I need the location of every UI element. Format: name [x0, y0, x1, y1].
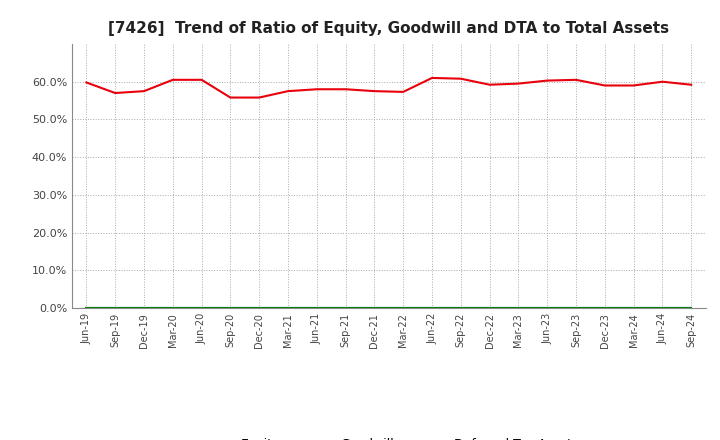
Deferred Tax Assets [226, 305, 235, 311]
Deferred Tax Assets [341, 305, 350, 311]
Title: [7426]  Trend of Ratio of Equity, Goodwill and DTA to Total Assets: [7426] Trend of Ratio of Equity, Goodwil… [108, 21, 670, 36]
Deferred Tax Assets [572, 305, 580, 311]
Goodwill [82, 305, 91, 311]
Goodwill [687, 305, 696, 311]
Equity [658, 79, 667, 84]
Deferred Tax Assets [687, 305, 696, 311]
Deferred Tax Assets [456, 305, 465, 311]
Deferred Tax Assets [197, 305, 206, 311]
Deferred Tax Assets [312, 305, 321, 311]
Equity [284, 88, 292, 94]
Equity [197, 77, 206, 82]
Equity [399, 89, 408, 95]
Goodwill [168, 305, 177, 311]
Goodwill [658, 305, 667, 311]
Deferred Tax Assets [485, 305, 494, 311]
Deferred Tax Assets [284, 305, 292, 311]
Goodwill [399, 305, 408, 311]
Deferred Tax Assets [543, 305, 552, 311]
Equity [514, 81, 523, 86]
Deferred Tax Assets [140, 305, 148, 311]
Goodwill [572, 305, 580, 311]
Equity [456, 76, 465, 81]
Equity [485, 82, 494, 88]
Deferred Tax Assets [514, 305, 523, 311]
Deferred Tax Assets [111, 305, 120, 311]
Equity [140, 88, 148, 94]
Deferred Tax Assets [168, 305, 177, 311]
Equity [312, 87, 321, 92]
Goodwill [197, 305, 206, 311]
Goodwill [485, 305, 494, 311]
Equity [600, 83, 609, 88]
Equity [111, 90, 120, 95]
Deferred Tax Assets [600, 305, 609, 311]
Goodwill [284, 305, 292, 311]
Goodwill [456, 305, 465, 311]
Equity [687, 82, 696, 88]
Deferred Tax Assets [82, 305, 91, 311]
Goodwill [341, 305, 350, 311]
Goodwill [629, 305, 638, 311]
Goodwill [370, 305, 379, 311]
Equity [543, 78, 552, 83]
Goodwill [514, 305, 523, 311]
Equity [168, 77, 177, 82]
Goodwill [600, 305, 609, 311]
Legend: Equity, Goodwill, Deferred Tax Assets: Equity, Goodwill, Deferred Tax Assets [194, 433, 583, 440]
Equity [629, 83, 638, 88]
Goodwill [140, 305, 148, 311]
Equity [341, 87, 350, 92]
Equity [370, 88, 379, 94]
Deferred Tax Assets [255, 305, 264, 311]
Goodwill [111, 305, 120, 311]
Equity [226, 95, 235, 100]
Equity [572, 77, 580, 82]
Deferred Tax Assets [370, 305, 379, 311]
Deferred Tax Assets [399, 305, 408, 311]
Deferred Tax Assets [658, 305, 667, 311]
Deferred Tax Assets [428, 305, 436, 311]
Goodwill [543, 305, 552, 311]
Goodwill [255, 305, 264, 311]
Equity [428, 75, 436, 81]
Line: Equity: Equity [86, 78, 691, 98]
Goodwill [226, 305, 235, 311]
Goodwill [428, 305, 436, 311]
Equity [255, 95, 264, 100]
Goodwill [312, 305, 321, 311]
Deferred Tax Assets [629, 305, 638, 311]
Equity [82, 80, 91, 85]
